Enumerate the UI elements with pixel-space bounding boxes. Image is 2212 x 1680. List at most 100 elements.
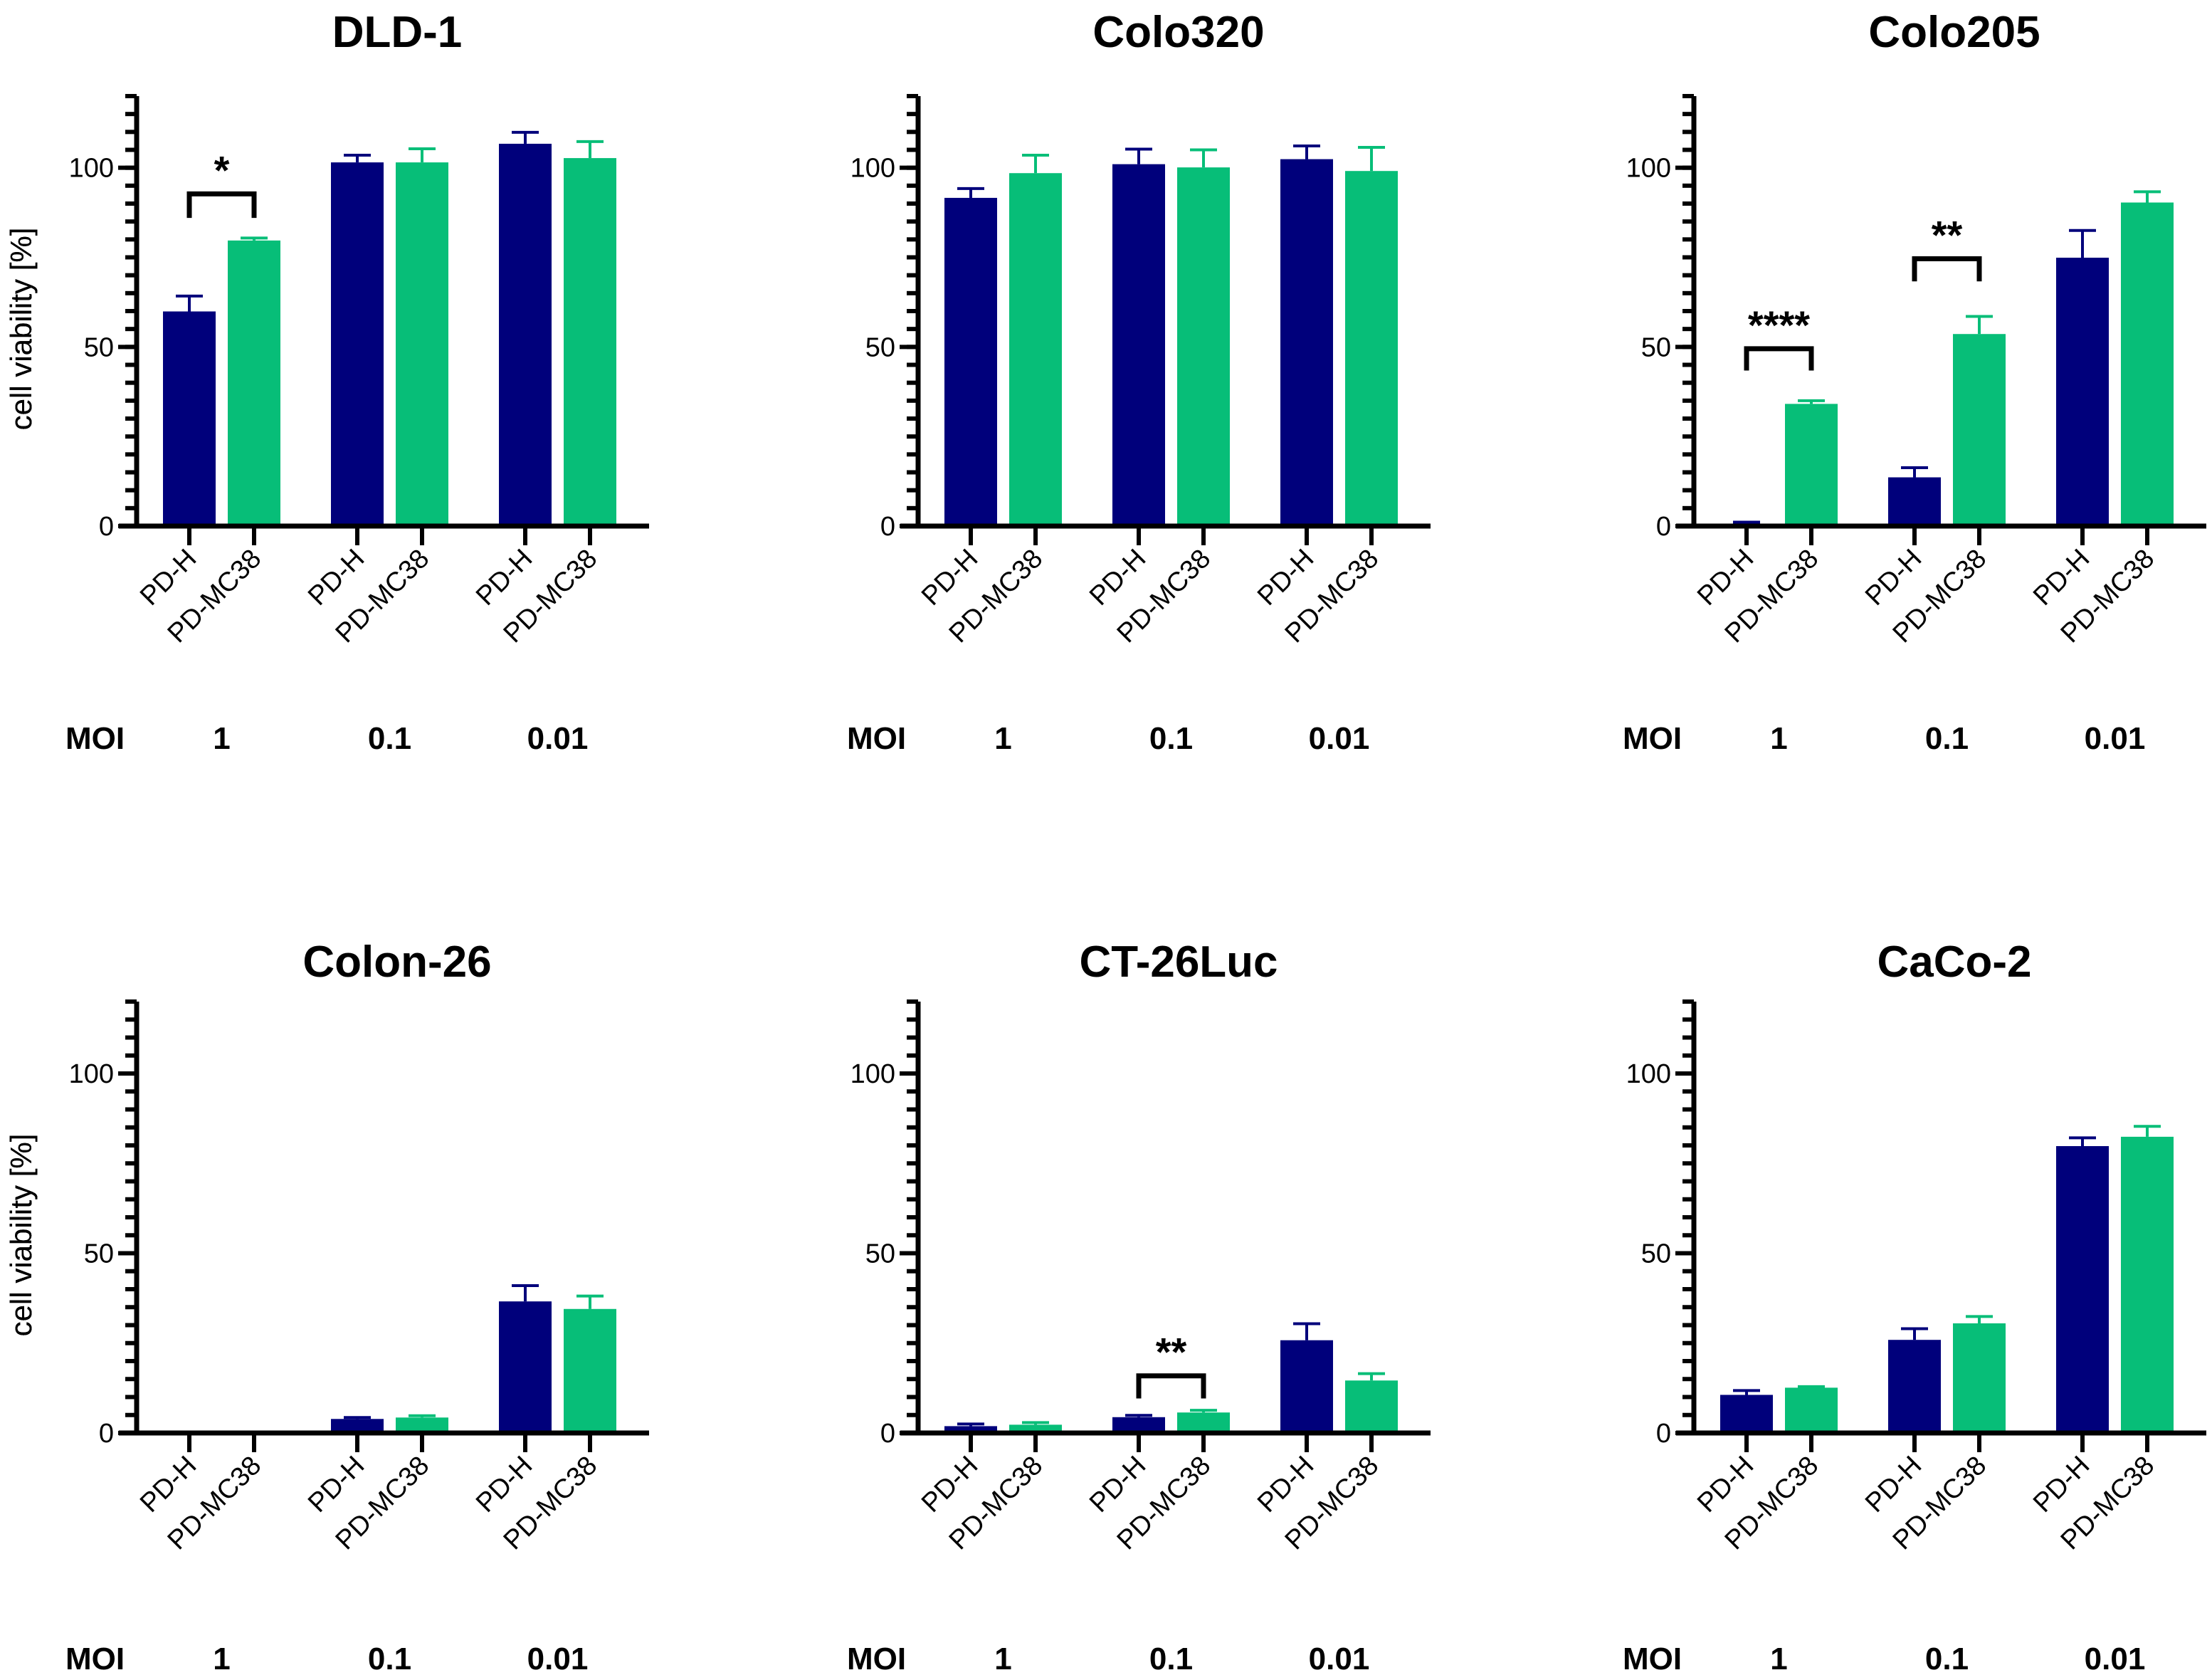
y-axis-label: cell viability [%] <box>4 1134 38 1337</box>
bar-pd-h-moi-0_01 <box>499 1301 552 1433</box>
bar-pd-mc38-moi-0_1 <box>1953 334 2006 526</box>
bar-pd-mc38-moi-0_01 <box>1345 171 1398 527</box>
y-axis-label: cell viability [%] <box>4 228 38 431</box>
significance-bracket <box>1912 256 1982 282</box>
bar-pd-mc38-moi-0_01 <box>2121 202 2174 526</box>
bar-pd-h-moi-0_1 <box>1888 477 1941 526</box>
bar-pd-h-moi-0_01 <box>1280 159 1333 526</box>
y-axis-label: cell viability [%] <box>4 228 38 431</box>
chart-title: CT-26Luc <box>1079 938 1278 987</box>
bar-pd-h-moi-0_1 <box>331 1419 384 1433</box>
moi-value: 0.01 <box>527 1642 589 1676</box>
bar-pd-mc38-moi-1 <box>1009 173 1062 526</box>
bar-pd-h-moi-0_01 <box>499 143 552 526</box>
bar-pd-mc38-moi-1 <box>1785 1387 1838 1433</box>
y-tick-label: 0 <box>1656 1419 1671 1449</box>
moi-value: 0.1 <box>368 721 411 756</box>
moi-value: 0.01 <box>527 721 589 756</box>
bar-pd-mc38-moi-0_1 <box>1177 1412 1230 1433</box>
moi-value: 1 <box>994 721 1011 756</box>
y-tick-label: 100 <box>69 1059 114 1089</box>
bar-pd-mc38-moi-1 <box>1785 404 1838 526</box>
bar-pd-mc38-moi-0_01 <box>2121 1136 2174 1433</box>
moi-value: 0.1 <box>1925 1642 1969 1676</box>
significance-bracket <box>186 191 257 219</box>
chart-title: Colo205 <box>1868 8 2040 57</box>
significance-stars: * <box>214 147 230 192</box>
moi-value: 1 <box>213 1642 230 1676</box>
moi-value: 1 <box>1770 721 1787 756</box>
bar-pd-h-moi-0_01 <box>1280 1340 1333 1433</box>
moi-label: MOI <box>65 1642 125 1676</box>
bar-pd-h-moi-0_1 <box>331 162 384 526</box>
moi-value: 0.01 <box>2085 1642 2146 1676</box>
y-tick-label: 50 <box>1641 332 1671 362</box>
y-tick-label: 0 <box>99 1419 114 1449</box>
moi-value: 1 <box>1770 1642 1787 1676</box>
chart-title: Colo320 <box>1092 8 1264 57</box>
y-tick-label: 100 <box>850 154 895 184</box>
y-tick-label: 0 <box>880 512 895 542</box>
y-tick-label: 100 <box>850 1059 895 1089</box>
bar-pd-mc38-moi-1 <box>228 240 280 526</box>
moi-label: MOI <box>847 721 906 756</box>
y-tick-label: 100 <box>1626 154 1671 184</box>
bar-pd-mc38-moi-0_1 <box>396 162 448 526</box>
bar-pd-h-moi-0_1 <box>1112 164 1165 526</box>
bar-pd-h-moi-0_01 <box>2056 1146 2109 1433</box>
y-tick-label: 50 <box>865 332 895 362</box>
y-axis-label: cell viability [%] <box>4 1134 38 1337</box>
y-tick-label: 0 <box>1656 512 1671 542</box>
moi-value: 0.01 <box>1309 1642 1370 1676</box>
moi-value: 0.01 <box>2085 721 2146 756</box>
bar-pd-mc38-moi-0_01 <box>564 1308 616 1433</box>
bar-pd-h-moi-0_1 <box>1888 1340 1941 1433</box>
bar-pd-mc38-moi-1 <box>1009 1424 1062 1433</box>
y-tick-label: 50 <box>84 1239 114 1269</box>
y-tick-label: 50 <box>1641 1239 1671 1269</box>
y-axis-label: cell viability [%] <box>4 228 38 431</box>
significance-stars: ** <box>1156 1330 1187 1375</box>
moi-label: MOI <box>1623 721 1682 756</box>
bar-pd-h-moi-0_1 <box>1112 1417 1165 1433</box>
bar-pd-mc38-moi-0_01 <box>1345 1380 1398 1433</box>
chart-title: DLD-1 <box>332 8 463 57</box>
significance-stars: **** <box>1748 303 1810 347</box>
bar-pd-h-moi-1 <box>944 1426 997 1433</box>
bar-pd-mc38-moi-0_1 <box>1953 1323 2006 1433</box>
y-tick-label: 100 <box>1626 1059 1671 1089</box>
y-axis-label: cell viability [%] <box>4 1134 38 1337</box>
bar-pd-h-moi-1 <box>163 311 216 526</box>
significance-bracket <box>1136 1373 1206 1399</box>
moi-value: 0.1 <box>368 1642 411 1676</box>
significance-stars: ** <box>1932 213 1963 258</box>
y-tick-label: 100 <box>69 154 114 184</box>
y-tick-label: 50 <box>84 332 114 362</box>
chart-title: Colon-26 <box>302 938 491 987</box>
moi-value: 0.01 <box>1309 721 1370 756</box>
moi-value: 1 <box>994 1642 1011 1676</box>
moi-value: 0.1 <box>1149 1642 1193 1676</box>
bar-pd-mc38-moi-0_1 <box>396 1417 448 1433</box>
bar-pd-h-moi-1 <box>944 197 997 526</box>
moi-value: 0.1 <box>1149 721 1193 756</box>
chart-title: CaCo-2 <box>1877 938 2031 987</box>
moi-value: 1 <box>213 721 230 756</box>
moi-value: 0.1 <box>1925 721 1969 756</box>
significance-bracket <box>1744 346 1814 371</box>
moi-label: MOI <box>1623 1642 1682 1676</box>
bar-pd-h-moi-1 <box>1720 1395 1773 1433</box>
bar-pd-mc38-moi-0_01 <box>564 158 616 526</box>
bar-pd-mc38-moi-0_1 <box>1177 167 1230 526</box>
y-tick-label: 0 <box>880 1419 895 1449</box>
moi-label: MOI <box>65 721 125 756</box>
y-tick-label: 50 <box>865 1239 895 1269</box>
bar-pd-h-moi-0_01 <box>2056 258 2109 526</box>
moi-label: MOI <box>847 1642 906 1676</box>
